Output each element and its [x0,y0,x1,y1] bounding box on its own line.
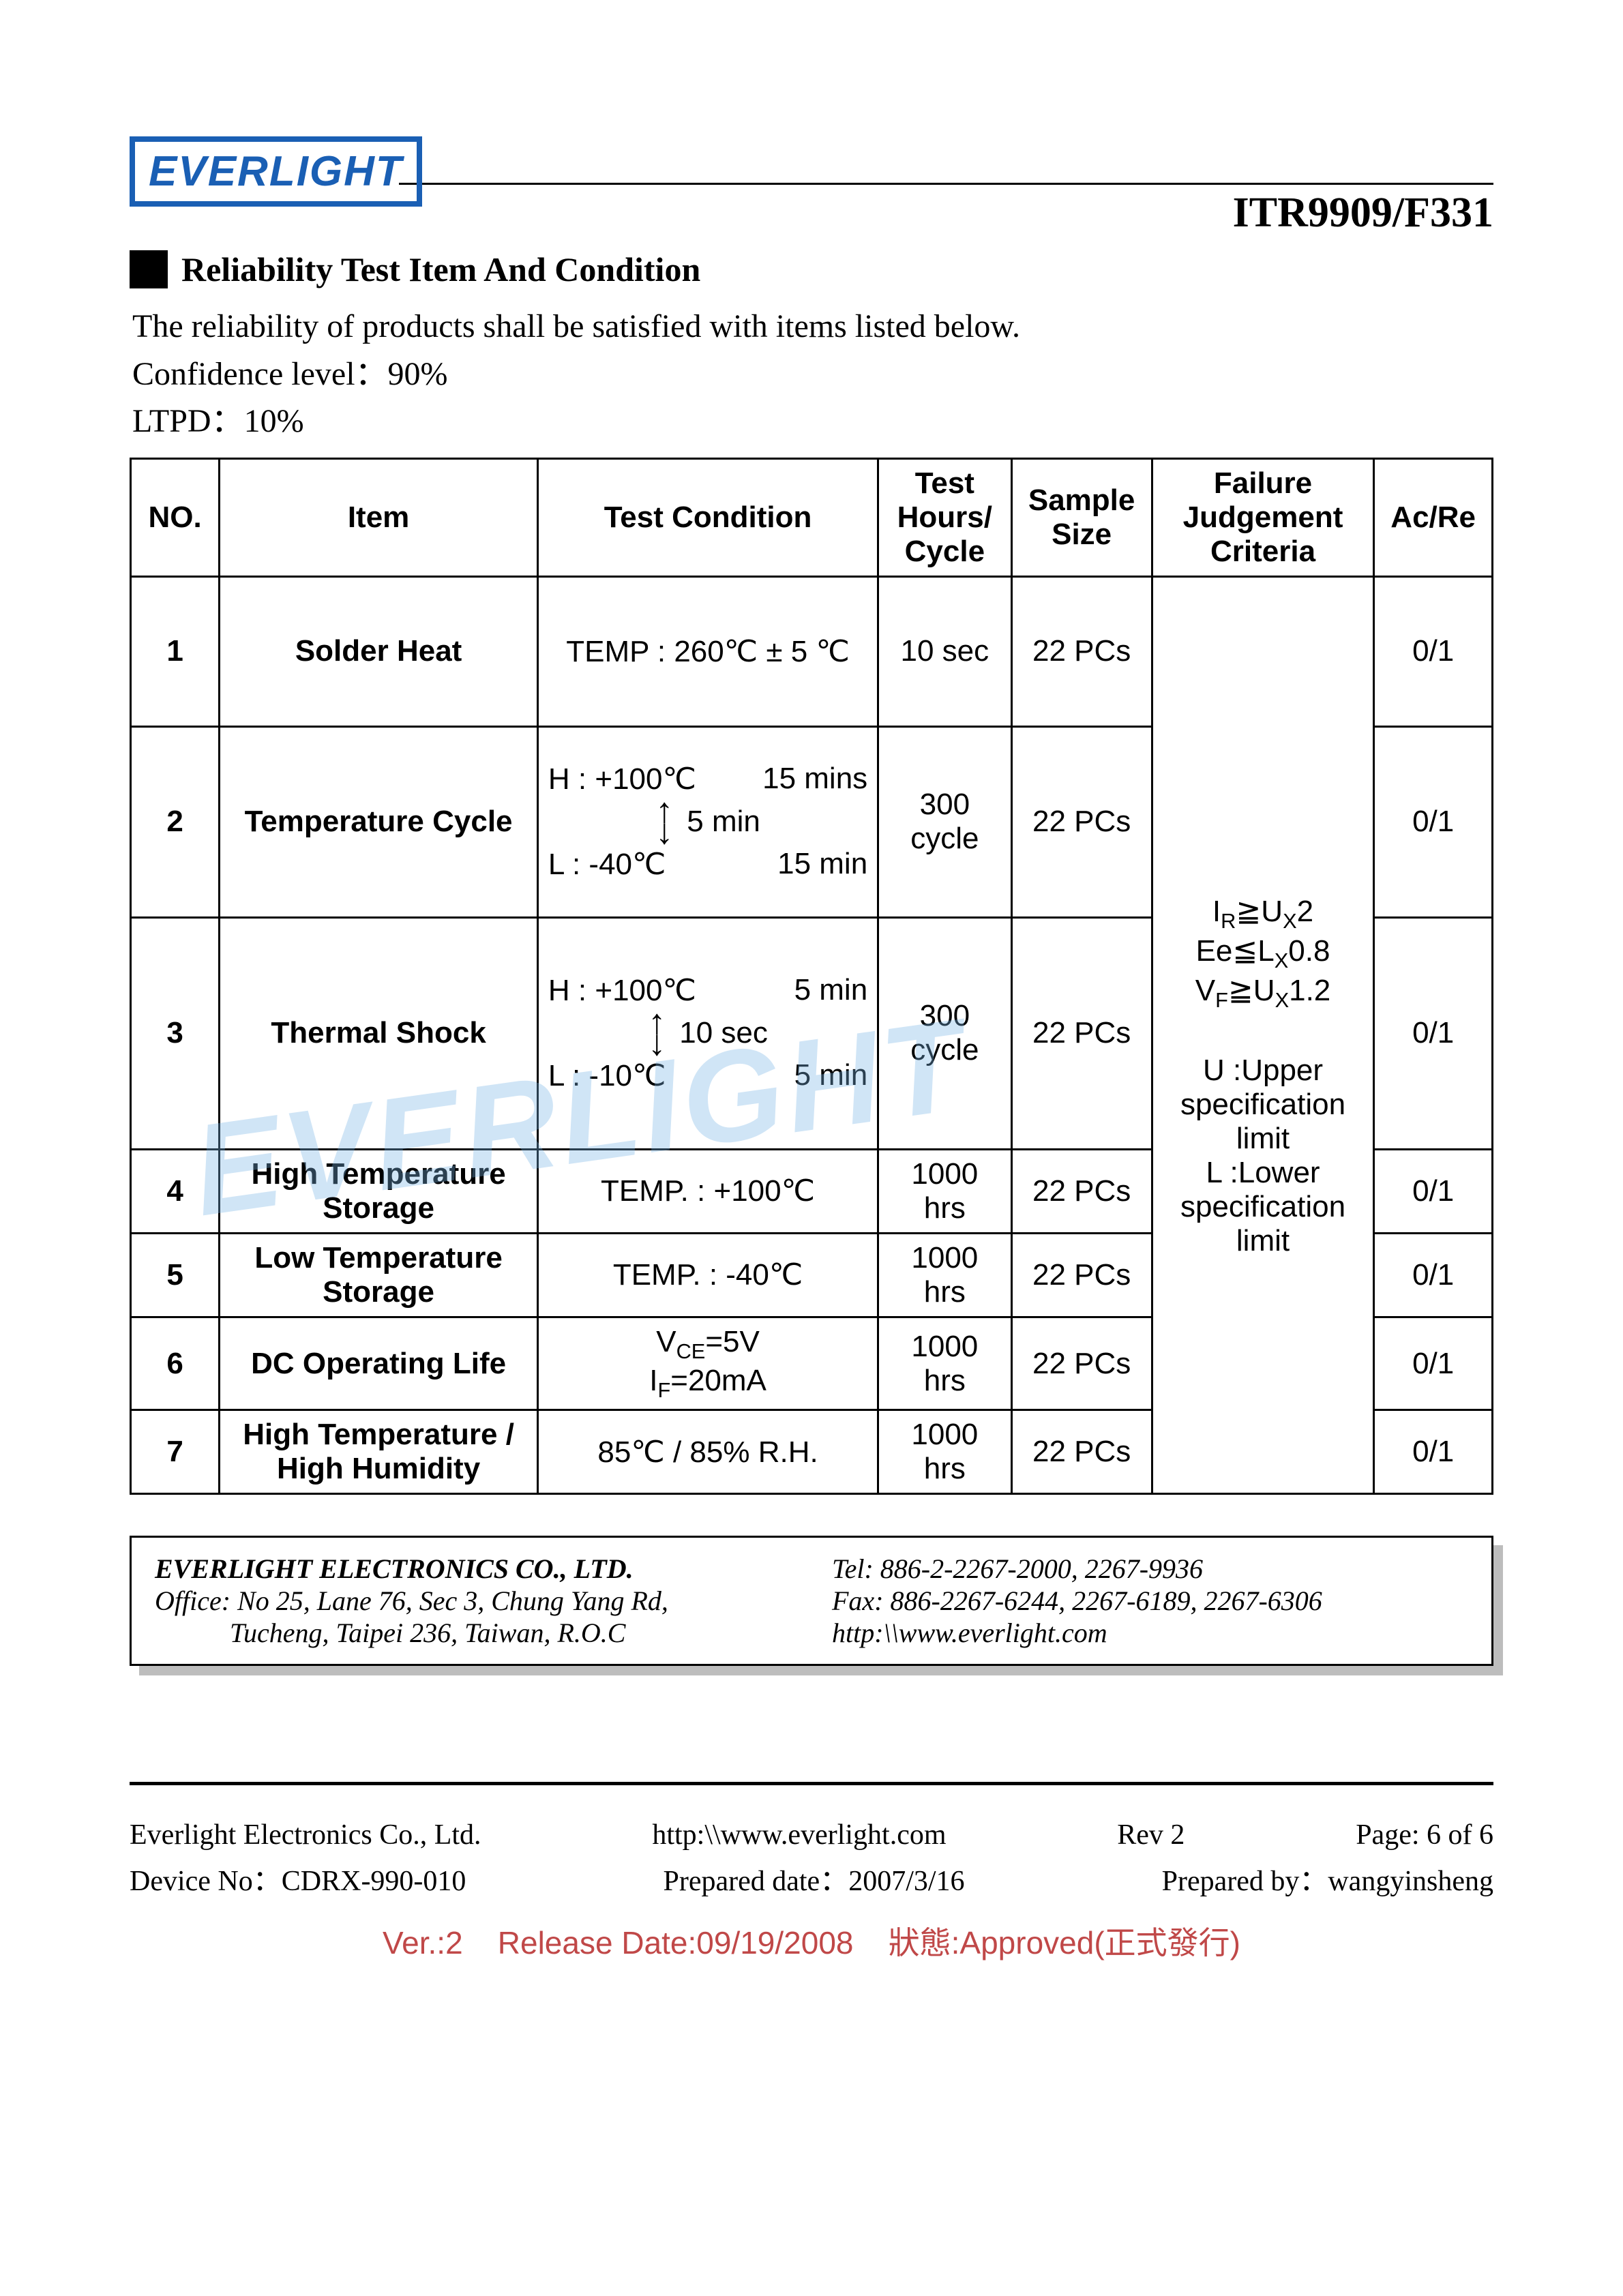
cell-item: High Temperature / High Humidity [220,1410,538,1494]
cell-cond: H : +100℃5 min ↑↓ 10 sec L : -10℃5 min [537,917,878,1149]
th-item: Item [220,458,538,576]
intro-line3: LTPD：10% [132,398,1493,445]
cell-sample: 22 PCs [1011,1410,1152,1494]
cell-acre: 0/1 [1374,726,1493,917]
cell-cond: TEMP. : +100℃ [537,1149,878,1233]
logo-text: EVERLIGHT [149,148,403,195]
cell-item: High Temperature Storage [220,1149,538,1233]
footer-web: http:\\www.everlight.com [652,1813,946,1858]
footer-rule [130,1782,1493,1785]
contact-addr1: Office: No 25, Lane 76, Sec 3, Chung Yan… [155,1585,791,1617]
criteria-note2: L :Lower specification limit [1163,1156,1364,1258]
cell-no: 7 [131,1410,220,1494]
th-no: NO. [131,458,220,576]
cell-test: 1000 hrs [878,1317,1011,1410]
cell-no: 5 [131,1233,220,1317]
footer-page: Page: 6 of 6 [1356,1813,1493,1858]
intro-line2: Confidence level：90% [132,351,1493,398]
cell-acre: 0/1 [1374,917,1493,1149]
cell-sample: 22 PCs [1011,576,1152,726]
cell-acre: 0/1 [1374,576,1493,726]
contact-left: EVERLIGHT ELECTRONICS CO., LTD. Office: … [155,1553,791,1649]
criteria-line2: Ee≦LX0.8 [1163,934,1364,973]
intro-block: The reliability of products shall be sat… [132,303,1493,445]
reliability-table: NO. Item Test Condition Test Hours/ Cycl… [130,458,1493,1495]
cell-sample: 22 PCs [1011,726,1152,917]
cell-item: DC Operating Life [220,1317,538,1410]
cell-test: 10 sec [878,576,1011,726]
cell-acre: 0/1 [1374,1233,1493,1317]
release-status: 狀態:Approved(正式發行) [889,1925,1240,1960]
section-bullet-icon [130,250,168,288]
contact-fax: Fax: 886-2267-6244, 2267-6189, 2267-6306 [832,1585,1468,1617]
logo-box: EVERLIGHT [130,136,422,207]
header-block: EVERLIGHT ITR9909/F331 [130,136,1493,237]
cell-acre: 0/1 [1374,1149,1493,1233]
cell-test: 1000 hrs [878,1149,1011,1233]
footer-prep-date: Prepared date：2007/3/16 [663,1859,964,1905]
criteria-line3: VF≧UX1.2 [1163,973,1364,1013]
cell-acre: 0/1 [1374,1317,1493,1410]
contact-company: EVERLIGHT ELECTRONICS CO., LTD. [155,1553,791,1585]
cell-item: Thermal Shock [220,917,538,1149]
updown-arrow-icon: ↑↓ [648,1012,666,1054]
th-failure: Failure Judgement Criteria [1152,458,1374,576]
release-line: Ver.:2 Release Date:09/19/2008 狀態:Approv… [130,1918,1493,1963]
cell-no: 6 [131,1317,220,1410]
cell-criteria: IR≧UX2 Ee≦LX0.8 VF≧UX1.2 U :Upper specif… [1152,576,1374,1494]
cell-no: 4 [131,1149,220,1233]
cell-sample: 22 PCs [1011,917,1152,1149]
cell-cond: H : +100℃15 mins ↑↓ 5 min L : -40℃15 min [537,726,878,917]
cell-test: 300 cycle [878,917,1011,1149]
release-date: Release Date:09/19/2008 [498,1925,854,1960]
table-header-row: NO. Item Test Condition Test Hours/ Cycl… [131,458,1493,576]
contact-addr2: Tucheng, Taipei 236, Taiwan, R.O.C [155,1617,791,1649]
cell-cond: VCE=5V IF=20mA [537,1317,878,1410]
updown-arrow-icon: ↑↓ [655,801,673,843]
cell-sample: 22 PCs [1011,1317,1152,1410]
cell-item: Solder Heat [220,576,538,726]
th-sample: Sample Size [1011,458,1152,576]
footer-device: Device No：CDRX-990-010 [130,1859,466,1905]
footer-block: Everlight Electronics Co., Ltd. http:\\w… [130,1813,1493,1904]
table-row: 1 Solder Heat TEMP : 260℃ ± 5 ℃ 10 sec 2… [131,576,1493,726]
release-ver: Ver.:2 [383,1925,463,1960]
cell-sample: 22 PCs [1011,1149,1152,1233]
cell-cond: TEMP. : -40℃ [537,1233,878,1317]
cell-sample: 22 PCs [1011,1233,1152,1317]
contact-right: Tel: 886-2-2267-2000, 2267-9936 Fax: 886… [832,1553,1468,1649]
th-acre: Ac/Re [1374,458,1493,576]
cell-cond: 85℃ / 85% R.H. [537,1410,878,1494]
cell-cond: TEMP : 260℃ ± 5 ℃ [537,576,878,726]
cell-test: 300 cycle [878,726,1011,917]
cell-no: 3 [131,917,220,1149]
cell-no: 2 [131,726,220,917]
cell-item: Temperature Cycle [220,726,538,917]
section-heading-row: Reliability Test Item And Condition [130,250,1493,289]
cell-test: 1000 hrs [878,1410,1011,1494]
th-test: Test Hours/ Cycle [878,458,1011,576]
contact-block: EVERLIGHT ELECTRONICS CO., LTD. Office: … [130,1536,1493,1666]
cell-test: 1000 hrs [878,1233,1011,1317]
cell-acre: 0/1 [1374,1410,1493,1494]
footer-rev: Rev 2 [1117,1813,1185,1858]
footer-company: Everlight Electronics Co., Ltd. [130,1813,481,1858]
header-rule [399,183,1493,185]
contact-tel: Tel: 886-2-2267-2000, 2267-9936 [832,1553,1468,1585]
section-title: Reliability Test Item And Condition [181,250,700,289]
footer-prep-by: Prepared by：wangyinsheng [1162,1859,1493,1905]
cell-item: Low Temperature Storage [220,1233,538,1317]
intro-line1: The reliability of products shall be sat… [132,303,1493,351]
criteria-line1: IR≧UX2 [1163,894,1364,934]
criteria-note1: U :Upper specification limit [1163,1054,1364,1156]
th-cond: Test Condition [537,458,878,576]
cell-no: 1 [131,576,220,726]
contact-web: http:\\www.everlight.com [832,1617,1468,1649]
